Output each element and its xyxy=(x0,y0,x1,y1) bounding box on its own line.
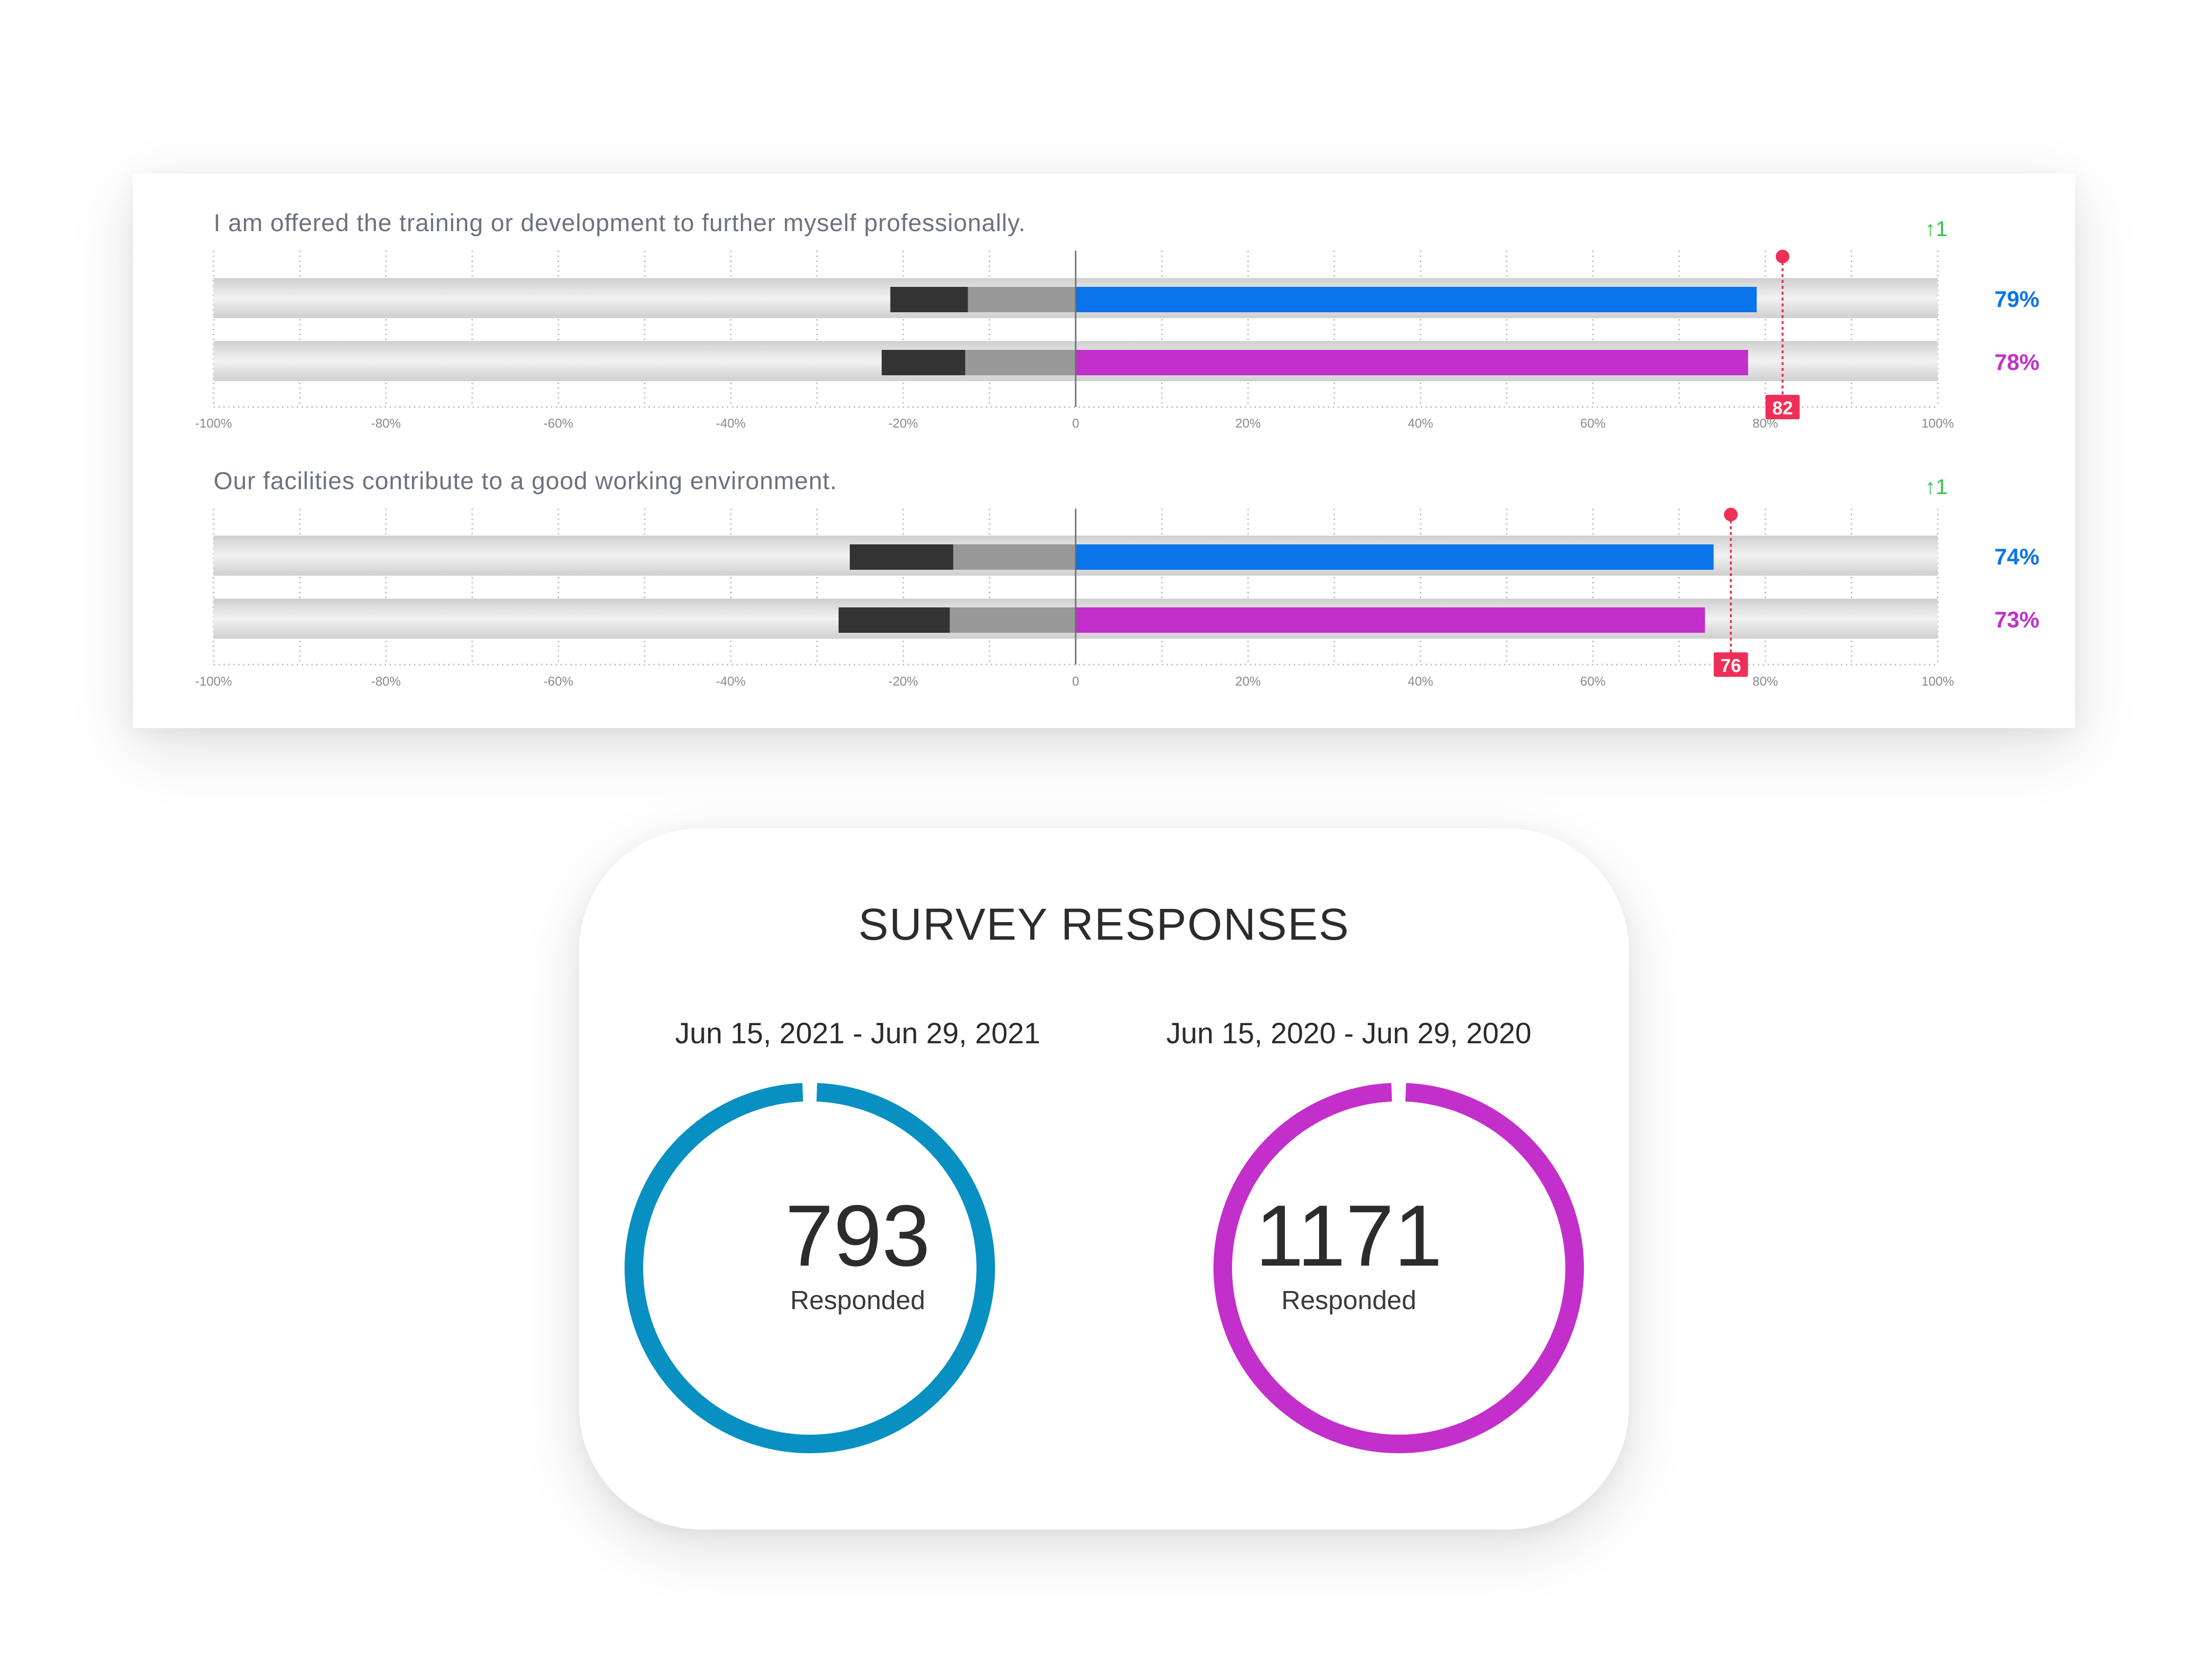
axis-tick-label: 60% xyxy=(1580,674,1605,689)
trend-up-indicator: ↑1 xyxy=(1925,217,1948,241)
responded-label-previous: Responded xyxy=(1281,1286,1417,1315)
axis-tick-label: -40% xyxy=(716,416,746,431)
response-rings xyxy=(625,1083,1584,1453)
negative-strong-segment xyxy=(882,350,966,375)
trend-up-indicator: ↑1 xyxy=(1925,475,1948,499)
responded-label-current: Responded xyxy=(790,1286,926,1315)
benchmark-pin xyxy=(1775,250,1790,263)
axis-tick-label: 80% xyxy=(1753,416,1778,431)
survey-responses-title: SURVEY RESPONSES xyxy=(858,900,1350,949)
question-text: I am offered the training or development… xyxy=(214,209,1026,237)
positive-segment xyxy=(1076,544,1714,570)
axis-tick-label: -80% xyxy=(371,416,401,431)
benchmark-badge xyxy=(1713,652,1748,677)
response-count-previous: 1171 xyxy=(1255,1187,1443,1284)
negative-strong-segment xyxy=(849,544,953,570)
positive-segment xyxy=(1076,350,1748,375)
axis-tick-label: 80% xyxy=(1753,674,1778,689)
axis-tick-label: 0 xyxy=(1072,674,1079,689)
axis-tick-label: -40% xyxy=(716,674,746,689)
survey-responses-card: SURVEY RESPONSES Jun 15, 2021 - Jun 29, … xyxy=(579,828,1629,1529)
positive-segment xyxy=(1076,607,1705,633)
bar-value-label: 79% xyxy=(1994,286,2039,312)
axis-tick-label: 40% xyxy=(1408,674,1433,689)
period-range-current: Jun 15, 2021 - Jun 29, 2021 xyxy=(675,1017,1040,1050)
negative-weak-segment xyxy=(968,287,1076,312)
bar-value-label: 73% xyxy=(1994,607,2039,632)
question-results-panel: I am offered the training or development… xyxy=(133,173,2075,728)
axis-tick-label: -100% xyxy=(195,674,232,689)
axis-tick-label: 100% xyxy=(1922,416,1954,431)
negative-weak-segment xyxy=(953,544,1076,570)
axis-tick-label: -20% xyxy=(888,674,918,689)
negative-weak-segment xyxy=(965,350,1076,375)
benchmark-pin xyxy=(1724,508,1738,521)
bar-value-label: 78% xyxy=(1994,349,2039,375)
axis-tick-label: 60% xyxy=(1580,416,1605,431)
axis-tick-label: 100% xyxy=(1922,674,1954,689)
axis-tick-label: 20% xyxy=(1235,416,1261,431)
axis-tick-label: -100% xyxy=(195,416,232,431)
response-ring-previous xyxy=(1213,1083,1584,1453)
negative-weak-segment xyxy=(950,607,1076,633)
bar-value-label: 74% xyxy=(1994,544,2039,569)
response-count-current: 793 xyxy=(785,1187,931,1284)
question-text: Our facilities contribute to a good work… xyxy=(214,467,837,495)
negative-strong-segment xyxy=(890,287,968,312)
benchmark-value: 76 xyxy=(1720,656,1741,676)
negative-strong-segment xyxy=(838,607,950,633)
axis-tick-label: -80% xyxy=(371,674,401,689)
response-ring-current xyxy=(625,1083,995,1453)
axis-tick-label: -60% xyxy=(543,416,573,431)
axis-tick-label: -20% xyxy=(888,416,918,431)
axis-tick-label: -60% xyxy=(543,674,573,689)
axis-tick-label: 0 xyxy=(1072,416,1079,431)
question-bar-chart: I am offered the training or development… xyxy=(195,209,2039,689)
positive-segment xyxy=(1076,287,1757,312)
period-range-previous: Jun 15, 2020 - Jun 29, 2020 xyxy=(1166,1017,1532,1050)
benchmark-badge xyxy=(1765,395,1800,419)
axis-tick-label: 20% xyxy=(1235,674,1261,689)
benchmark-value: 82 xyxy=(1772,398,1793,419)
axis-tick-label: 40% xyxy=(1408,416,1433,431)
